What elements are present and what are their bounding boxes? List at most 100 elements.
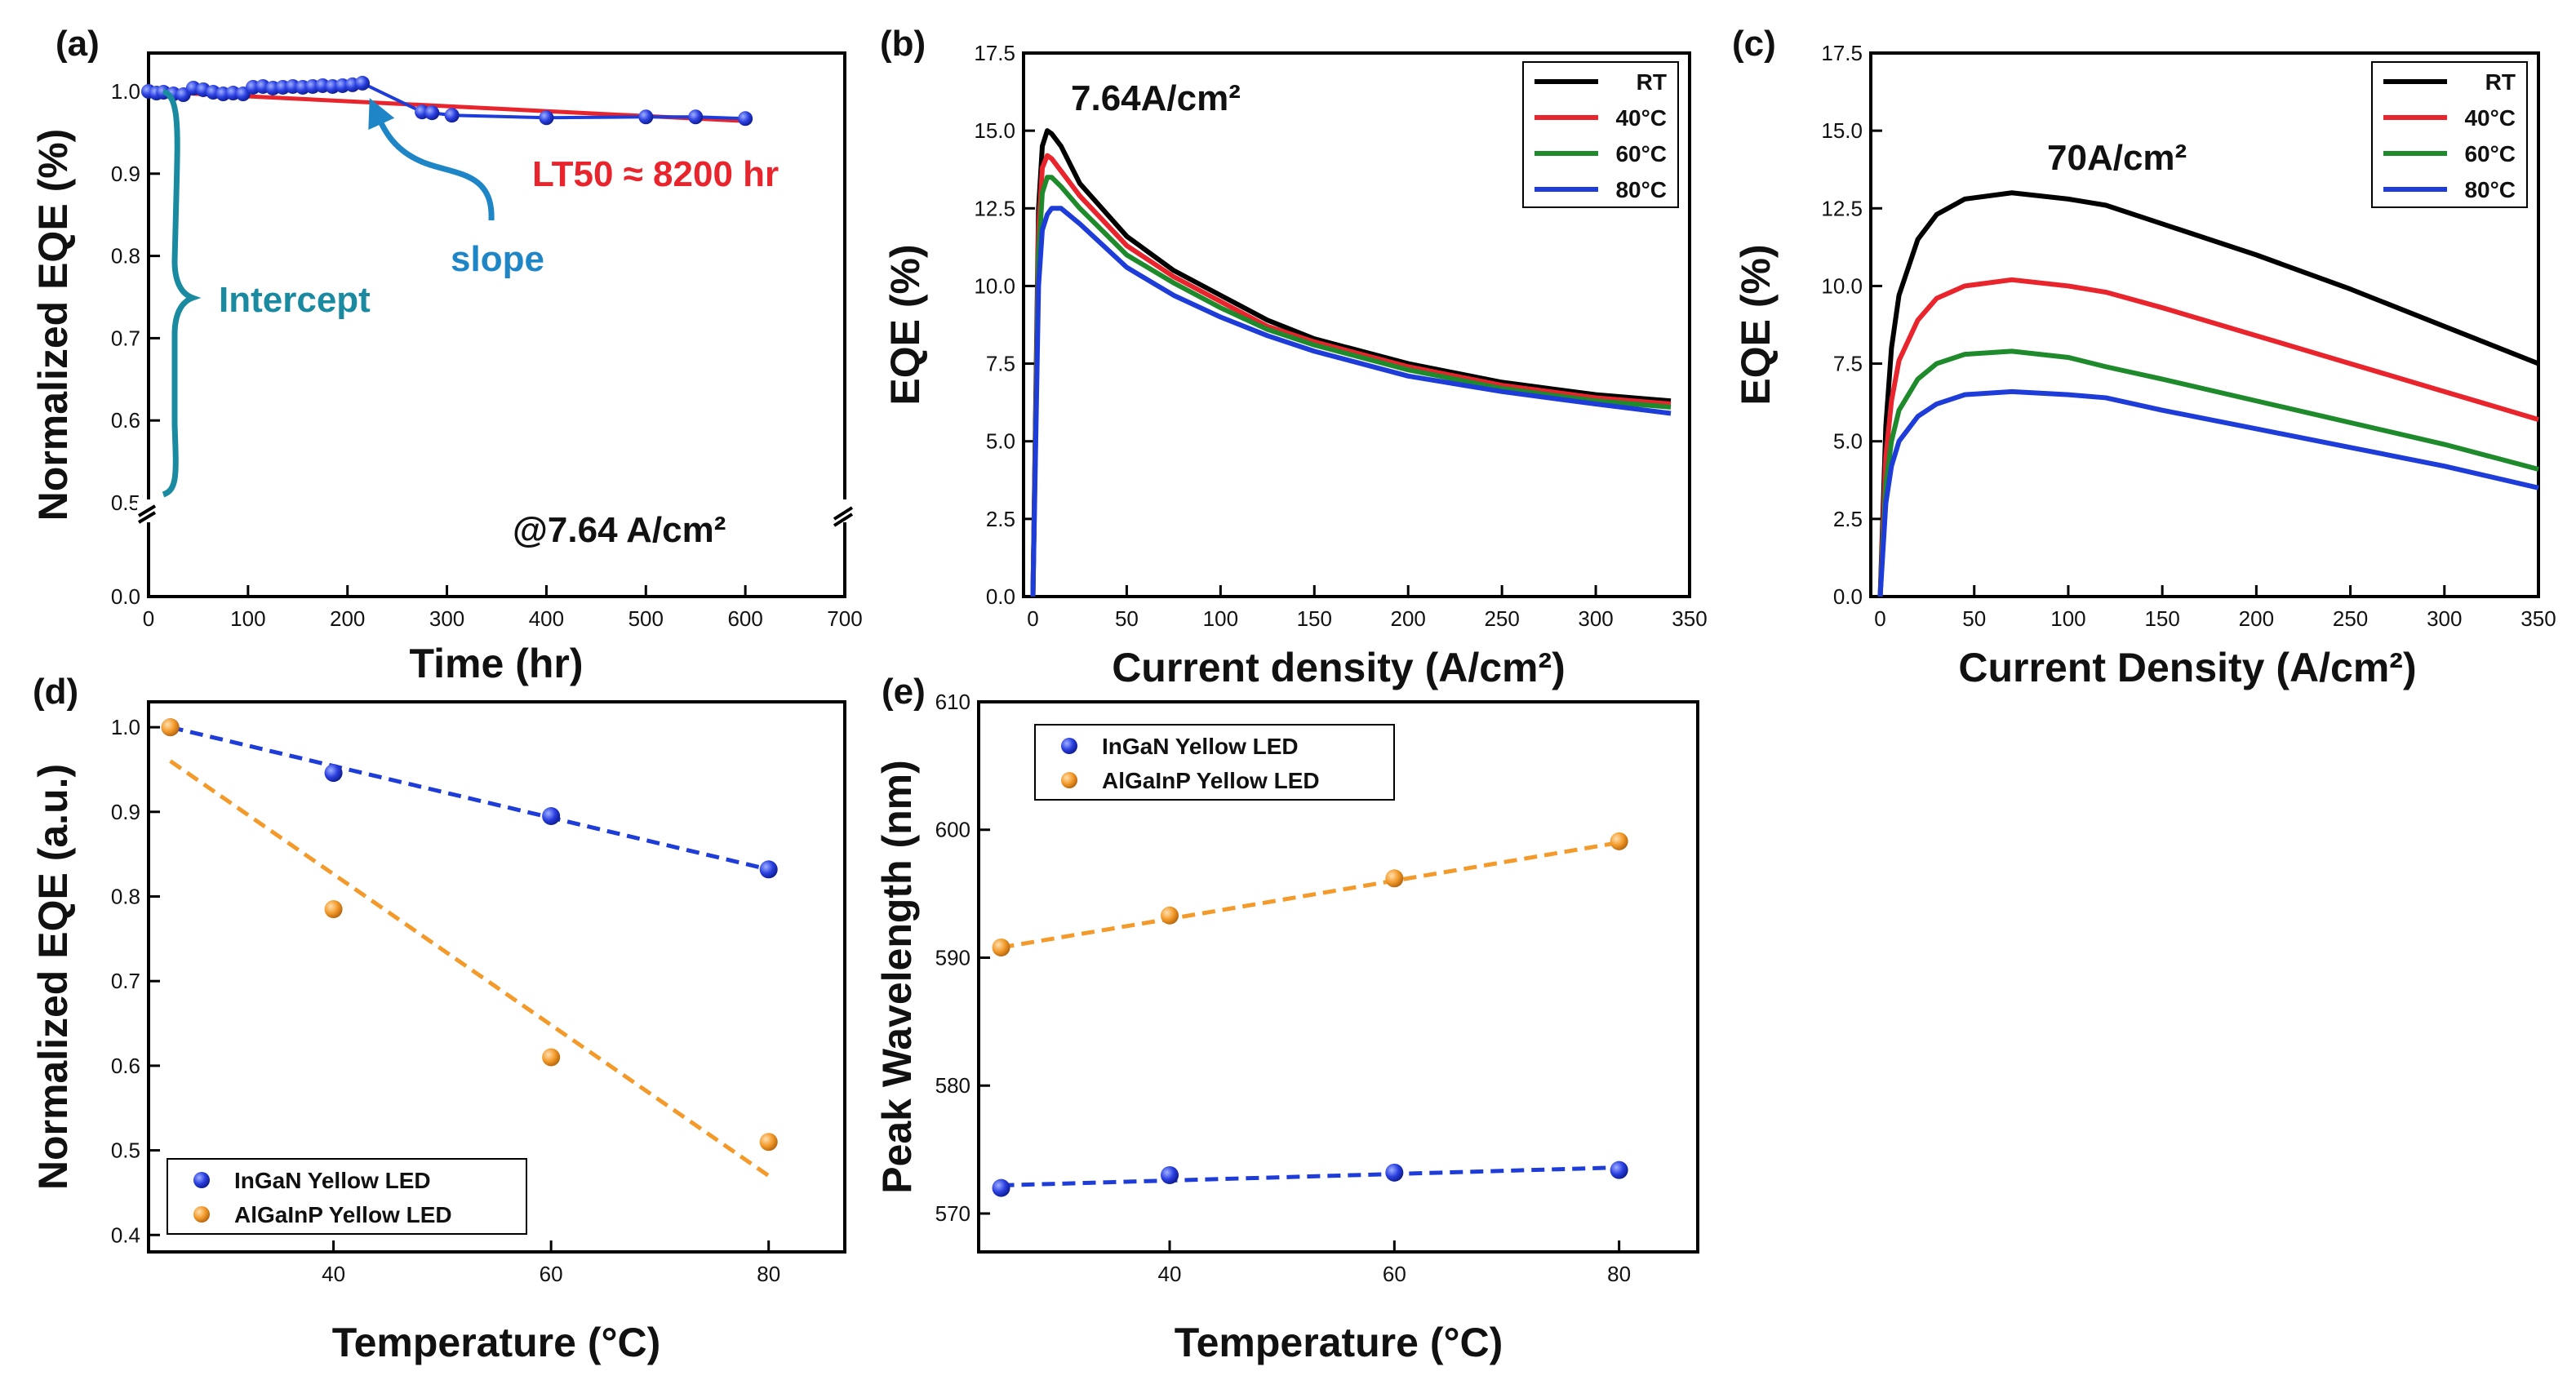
x-tick-label: 80 [757, 1262, 780, 1286]
fit-line [1001, 840, 1620, 950]
series-line [1030, 153, 1672, 597]
x-tick-label: 500 [628, 606, 664, 631]
panel-a-axis-break-right [833, 499, 857, 527]
y-tick-label: 570 [935, 1201, 970, 1226]
legend-entry: 80°C [2464, 177, 2516, 202]
legend-entry: InGaN Yellow LED [1102, 734, 1299, 759]
panel-c-x-axis-label: Current Density (A/cm²) [1958, 645, 2416, 690]
data-point [193, 1206, 210, 1223]
panel-c-label: (c) [1732, 24, 1776, 64]
panel-e-points [992, 832, 1628, 1197]
panel-e: (e) 40 60 80 570 580 590 600 610 InGaN Yellow … [874, 672, 1699, 1365]
y-tick-label: 0.7 [111, 969, 140, 993]
x-tick-label: 60 [1383, 1262, 1406, 1286]
legend-box [2371, 61, 2528, 208]
panel-b-y-axis-label: EQE (%) [882, 244, 928, 405]
panel-c-frame [1869, 51, 2540, 598]
intercept-brace-icon [162, 88, 202, 498]
y-tick-label: 0.9 [111, 800, 140, 824]
legend-entry: 40°C [1615, 105, 1667, 131]
y-tick-label: 2.5 [1833, 507, 1863, 531]
legend-entry: AlGaInP Yellow LED [1102, 768, 1320, 793]
panel-b: (b) 0 50 100 150 200 250 300 350 0.0 2.5 5.0 7.5 10… [880, 24, 1708, 690]
slope-label: slope [451, 239, 544, 279]
series-line [1877, 277, 2539, 597]
panel-d-y-axis-label: Normalized EQE (a.u.) [30, 764, 76, 1190]
y-tick-label: 0.7 [111, 326, 140, 350]
panel-e-fit-lines [1001, 840, 1620, 1187]
x-tick-label: 250 [2333, 606, 2368, 631]
y-tick-label: 0.8 [111, 884, 140, 908]
x-tick-label: 0 [1874, 606, 1885, 631]
lt50-label: LT50 ≈ 8200 hr [532, 154, 779, 194]
legend-entry: RT [2485, 69, 2516, 95]
panel-e-x-ticks: 40 60 80 [1158, 1240, 1631, 1286]
panel-b-label: (b) [880, 24, 926, 64]
y-tick-label: 15.0 [1821, 118, 1863, 143]
x-tick-label: 0 [1027, 606, 1038, 631]
x-tick-label: 60 [540, 1262, 563, 1286]
panel-d: (d) 40 60 80 0.4 0.5 0.6 0.7 0.8 0.9 1.0 InGaN Y… [30, 672, 846, 1365]
y-tick-label: 2.5 [986, 507, 1015, 531]
legend-box [1522, 61, 1679, 208]
condition-label: @7.64 A/cm² [513, 510, 726, 550]
data-point [324, 764, 343, 783]
panel-e-legend: InGaN Yellow LED AlGaInP Yellow LED [1034, 724, 1395, 801]
x-tick-label: 50 [1962, 606, 1986, 631]
legend-entry: InGaN Yellow LED [234, 1168, 431, 1193]
data-point [444, 108, 460, 123]
legend-entry: 40°C [2464, 105, 2516, 131]
x-tick-label: 200 [2239, 606, 2274, 631]
panel-a-x-axis-label: Time (hr) [410, 641, 584, 686]
legend-box [167, 1158, 527, 1235]
x-tick-label: 350 [1672, 606, 1707, 631]
x-tick-label: 200 [1391, 606, 1426, 631]
panel-d-fit-lines [169, 725, 771, 1178]
y-tick-label: 10.0 [1821, 273, 1863, 298]
panel-b-y-ticks: 0.0 2.5 5.0 7.5 10.0 12.5 15.0 17.5 [974, 41, 1035, 609]
x-tick-label: 100 [2050, 606, 2085, 631]
series-line [1030, 175, 1672, 597]
data-point [1610, 1160, 1628, 1179]
series-line [1030, 206, 1672, 597]
y-tick-label: 0.0 [1833, 584, 1863, 609]
fit-line [1001, 1165, 1619, 1187]
panel-e-x-axis-label: Temperature (°C) [1175, 1320, 1503, 1365]
data-point [759, 860, 778, 879]
data-point [992, 1178, 1010, 1197]
data-point [542, 1048, 561, 1067]
y-tick-label: 0.6 [111, 1054, 140, 1078]
panel-a-axis-break-left [137, 499, 160, 524]
panel-a-points [141, 75, 753, 126]
x-tick-label: 300 [429, 606, 464, 631]
panel-b-annotation: 7.64A/cm² [1071, 78, 1241, 118]
panel-a-y-axis-label: Normalized EQE (%) [30, 129, 76, 521]
data-point [1161, 1165, 1179, 1184]
panel-a: (a) 0 100 200 300 400 500 600 700 0.00.50.60.70… [30, 24, 863, 686]
y-tick-label: 590 [935, 945, 970, 970]
data-point [424, 105, 440, 121]
fit-line [169, 759, 771, 1178]
legend-entry: 60°C [1615, 141, 1667, 166]
y-tick-label: 5.0 [986, 429, 1015, 454]
panel-d-x-ticks: 40 60 80 [322, 1240, 780, 1286]
panel-d-label: (d) [33, 672, 78, 712]
y-tick-label: 0.5 [111, 1138, 140, 1163]
y-tick-label: 0.0 [111, 584, 140, 609]
intercept-label: Intercept [219, 280, 371, 320]
panel-e-y-ticks: 570 580 590 600 610 [935, 690, 990, 1226]
panel-d-frame [147, 700, 846, 1254]
panel-c-y-axis-label: EQE (%) [1733, 244, 1779, 405]
slope-arrow-icon [368, 98, 495, 221]
panel-d-points [161, 718, 778, 1152]
panel-c: (c) 0 50 100 150 200 250 300 350 0.0 2.5 5.0 7.5 10… [1732, 24, 2556, 690]
y-tick-label: 0.9 [111, 162, 140, 186]
y-tick-label: 0.8 [111, 244, 140, 268]
x-tick-label: 40 [322, 1262, 345, 1286]
panel-b-x-ticks: 0 50 100 150 200 250 300 350 [1027, 585, 1708, 631]
series-line [1030, 128, 1672, 597]
x-tick-label: 300 [2427, 606, 2462, 631]
data-point [354, 75, 370, 91]
y-tick-label: 10.0 [974, 273, 1015, 298]
